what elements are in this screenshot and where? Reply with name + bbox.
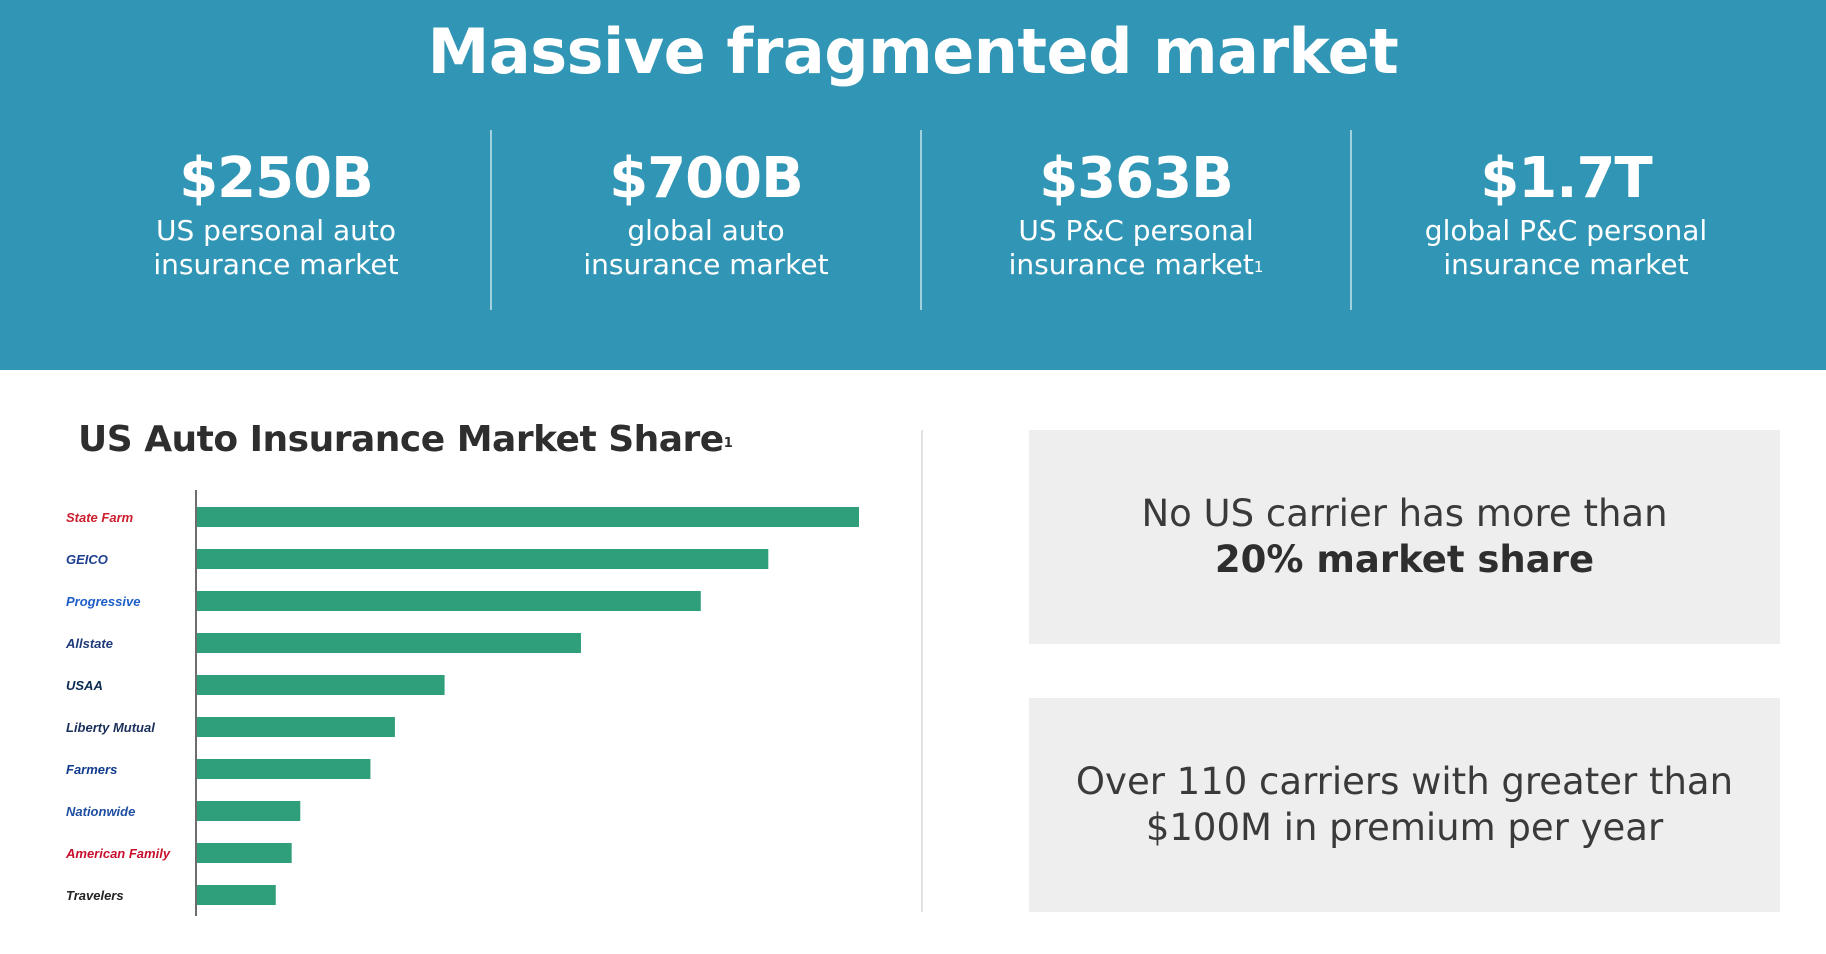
callout-market-share: No US carrier has more than 20% market s…: [1029, 430, 1780, 644]
stat-label: US personal auto insurance market: [62, 214, 490, 282]
stat-us-pc-personal: $363B US P&C personal insurance market1: [920, 130, 1350, 310]
logo-progressive: Progressive: [66, 594, 140, 609]
bar-nationwide: [197, 801, 301, 821]
bar-travelers: [197, 885, 276, 905]
stat-label-line: insurance market: [1443, 248, 1689, 281]
stat-label-line: insurance market: [583, 248, 829, 281]
bar-state-farm: [197, 507, 859, 527]
stat-label-line: insurance market: [153, 248, 399, 281]
stat-us-personal-auto: $250B US personal auto insurance market: [62, 130, 490, 310]
bar-geico: [197, 549, 769, 569]
stat-label-line: US personal auto: [156, 214, 396, 247]
bar-progressive: [197, 591, 701, 611]
logo-nationwide: Nationwide: [66, 804, 135, 819]
callout-text: Over 110 carriers with greater than: [1075, 760, 1734, 803]
logo-usaa: USAA: [66, 678, 103, 693]
stat-value: $700B: [609, 146, 804, 211]
callout-text: $100M in premium per year: [1145, 806, 1664, 849]
stat-global-auto: $700B global auto insurance market: [490, 130, 920, 310]
market-share-bar-chart: State Farm GEICO Progressive Allstate USAA Li…: [65, 490, 859, 916]
bar-allstate: [197, 633, 581, 653]
stat-label: US P&C personal insurance market1: [922, 214, 1350, 282]
logo-farmers: Farmers: [66, 762, 117, 777]
stat-label: global P&C personal insurance market: [1352, 214, 1780, 282]
callout-highlight: 20% market share: [1214, 538, 1595, 581]
stat-value: $363B: [1039, 146, 1234, 211]
stat-label-text: insurance market: [1008, 248, 1254, 281]
section-divider: [921, 430, 923, 912]
logo-travelers: Travelers: [66, 888, 124, 903]
stat-label-line: insurance market1: [922, 248, 1350, 282]
stat-value: $1.7T: [1480, 146, 1652, 211]
footnote-marker: 1: [723, 436, 733, 451]
logo-liberty-mutual: Liberty Mutual: [66, 720, 155, 735]
stat-label: global auto insurance market: [492, 214, 920, 282]
stat-label-line: US P&C personal: [1018, 214, 1254, 247]
stat-label-line: global auto: [627, 214, 785, 247]
logo-american-family: American Family: [65, 846, 171, 861]
bar-usaa: [197, 675, 445, 695]
callout-carrier-count: Over 110 carriers with greater than $100…: [1029, 698, 1780, 912]
logo-allstate: Allstate: [65, 636, 113, 651]
bar-american-family: [197, 843, 292, 863]
chart-title: US Auto Insurance Market Share1: [78, 416, 733, 464]
chart-title-text: US Auto Insurance Market Share: [78, 419, 724, 460]
stat-label-line: global P&C personal: [1424, 214, 1708, 247]
callout-text: No US carrier has more than: [1141, 492, 1668, 535]
hero-banner: Massive fragmented market $250B US perso…: [0, 0, 1826, 370]
page-title: Massive fragmented market: [427, 15, 1399, 88]
footnote-marker: 1: [1253, 258, 1264, 276]
logo-state-farm: State Farm: [66, 510, 134, 525]
stat-global-pc-personal: $1.7T global P&C personal insurance mark…: [1350, 130, 1780, 310]
logo-geico: GEICO: [66, 552, 108, 567]
bar-farmers: [197, 759, 371, 779]
bar-liberty-mutual: [197, 717, 395, 737]
stats-row: $250B US personal auto insurance market …: [62, 130, 1780, 310]
stat-value: $250B: [179, 146, 374, 211]
